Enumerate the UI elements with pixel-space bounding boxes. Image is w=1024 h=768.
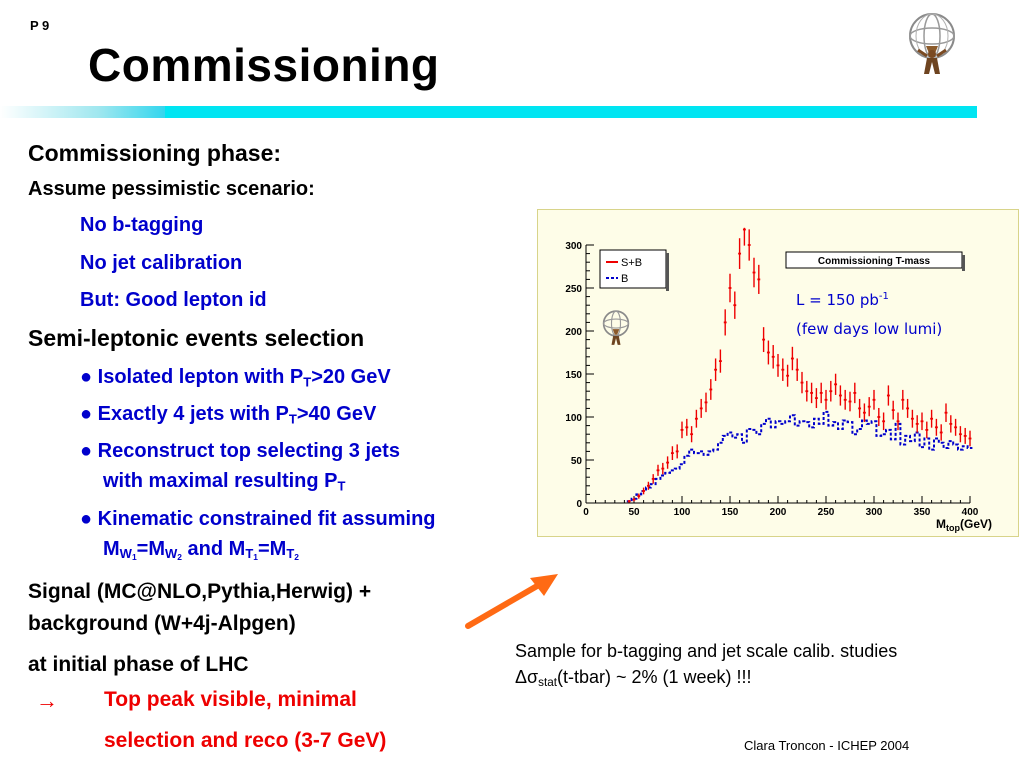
subscript: T xyxy=(337,478,346,494)
bullet-reconstruct-top: ● Reconstruct top selecting 3 jets xyxy=(80,440,400,463)
subscript: 2 xyxy=(294,552,299,563)
x-tick-label: 200 xyxy=(770,507,787,518)
y-tick-label: 50 xyxy=(571,456,583,467)
legend-b-label: B xyxy=(621,273,628,285)
scenario-item: No jet calibration xyxy=(80,252,243,274)
bullet-kinematic-fit-line2: MW1=MW2 and MT1=MT2 xyxy=(103,538,299,562)
subscript: W xyxy=(119,546,132,562)
bullet-text: >40 GeV xyxy=(296,403,377,425)
page-number: P 9 xyxy=(30,18,50,33)
x-tick-label: 50 xyxy=(628,507,640,518)
signal-line-2: background (W+4j-Alpgen) xyxy=(28,612,296,635)
conclusion-line-1: Top peak visible, minimal xyxy=(104,688,357,711)
atlas-small-logo-icon xyxy=(602,310,630,345)
top-mass-chart: 0 50 100 150 200 250 300 350 400 0 50 100 150 200 250 3… xyxy=(565,227,992,533)
scenario-item: No b-tagging xyxy=(80,214,204,236)
y-tick-label: 0 xyxy=(576,499,582,510)
chart-title-shadow xyxy=(962,255,965,271)
bullet-text: Reconstruct top selecting 3 jets xyxy=(97,440,400,462)
x-tick-label: 250 xyxy=(818,507,835,518)
selection-heading: Semi-leptonic events selection xyxy=(28,325,365,351)
y-tick-label: 150 xyxy=(565,370,582,381)
subscript: 1 xyxy=(131,552,137,563)
x-axis-label-unit: (GeV) xyxy=(960,517,992,531)
legend-box xyxy=(599,249,667,289)
y-tick-label: 200 xyxy=(565,327,582,338)
series-b-line xyxy=(626,410,973,503)
caption-subscript: stat xyxy=(538,675,557,689)
scenario-item: But: Good lepton id xyxy=(80,289,267,311)
subscript: T xyxy=(288,411,297,427)
bullet-dot: ● xyxy=(80,366,93,388)
bullet-text: Exactly 4 jets with P xyxy=(97,403,289,425)
subscript: 2 xyxy=(177,552,182,563)
luminosity-annotation: L = 150 pb-1 xyxy=(796,291,889,309)
title-underline-fade xyxy=(0,106,165,118)
y-tick-label: 100 xyxy=(565,413,582,424)
math-text: M xyxy=(103,538,120,560)
phase-heading: Commissioning phase: xyxy=(28,140,282,166)
low-lumi-annotation: (few days low lumi) xyxy=(796,320,942,338)
x-tick-label: 300 xyxy=(866,507,883,518)
atlas-logo-icon xyxy=(909,13,955,74)
bullet-text: with maximal resulting P xyxy=(103,470,338,492)
title-underline-bar xyxy=(165,106,977,118)
bullet-dot: ● xyxy=(80,440,93,462)
x-tick-label: 150 xyxy=(722,507,739,518)
bullet-isolated-lepton: ● Isolated lepton with PT>20 GeV xyxy=(80,366,391,389)
y-tick-label: 300 xyxy=(565,241,582,252)
footer-credit: Clara Troncon - ICHEP 2004 xyxy=(744,738,910,753)
x-tick-label: 0 xyxy=(583,507,589,518)
subscript: T xyxy=(245,546,254,562)
conclusion-line-2: selection and reco (3-7 GeV) xyxy=(104,729,387,752)
x-axis-label-main: M xyxy=(936,517,946,531)
math-text: =M xyxy=(136,538,165,560)
chart-title: Commissioning T-mass xyxy=(818,256,931,267)
legend-shadow xyxy=(666,253,669,291)
bullet-dot: ● xyxy=(80,508,93,530)
luminosity-superscript: -1 xyxy=(879,291,889,302)
subscript: T xyxy=(286,546,295,562)
bullet-reconstruct-top-line2: with maximal resulting PT xyxy=(103,470,345,493)
bullet-text: Isolated lepton with P xyxy=(97,366,304,388)
caption-line-1: Sample for b-tagging and jet scale calib… xyxy=(515,641,898,661)
delta-sigma: Δσ xyxy=(515,667,539,687)
chart-panel: 0 50 100 150 200 250 300 350 400 0 50 100 150 200 250 3… xyxy=(537,209,1019,537)
orange-arrow-icon xyxy=(465,574,558,629)
legend-sb-label: S+B xyxy=(621,257,642,269)
caption-text: (t-tbar) ~ 2% (1 week) !!! xyxy=(556,667,752,687)
initial-phase-line: at initial phase of LHC xyxy=(28,653,249,676)
signal-line-1: Signal (MC@NLO,Pythia,Herwig) + xyxy=(28,580,372,603)
math-text: =M xyxy=(257,538,287,560)
bullet-kinematic-fit: ● Kinematic constrained fit assuming xyxy=(80,508,436,531)
bullet-text: Kinematic constrained fit assuming xyxy=(97,508,436,530)
luminosity-text: L = 150 pb xyxy=(796,291,879,309)
x-axis-label-sub: top xyxy=(946,523,960,533)
page-title: Commissioning xyxy=(88,39,440,91)
x-axis-label: Mtop(GeV) xyxy=(936,517,992,533)
x-tick-label: 350 xyxy=(914,507,931,518)
x-tick-label: 100 xyxy=(674,507,691,518)
subscript: 1 xyxy=(253,552,258,563)
bullet-text: >20 GeV xyxy=(311,366,391,388)
assume-line: Assume pessimistic scenario: xyxy=(28,178,315,200)
bullet-dot: ● xyxy=(80,403,93,425)
math-text: and M xyxy=(181,538,246,560)
subscript: T xyxy=(303,374,312,390)
x-tick-label: 400 xyxy=(962,507,979,518)
subscript: W xyxy=(165,546,178,562)
bullet-four-jets: ● Exactly 4 jets with PT>40 GeV xyxy=(80,403,376,426)
y-tick-label: 250 xyxy=(565,284,582,295)
caption-line-2: Δσstat(t-tbar) ~ 2% (1 week) !!! xyxy=(515,667,752,689)
arrow-right-icon: → xyxy=(36,688,58,713)
